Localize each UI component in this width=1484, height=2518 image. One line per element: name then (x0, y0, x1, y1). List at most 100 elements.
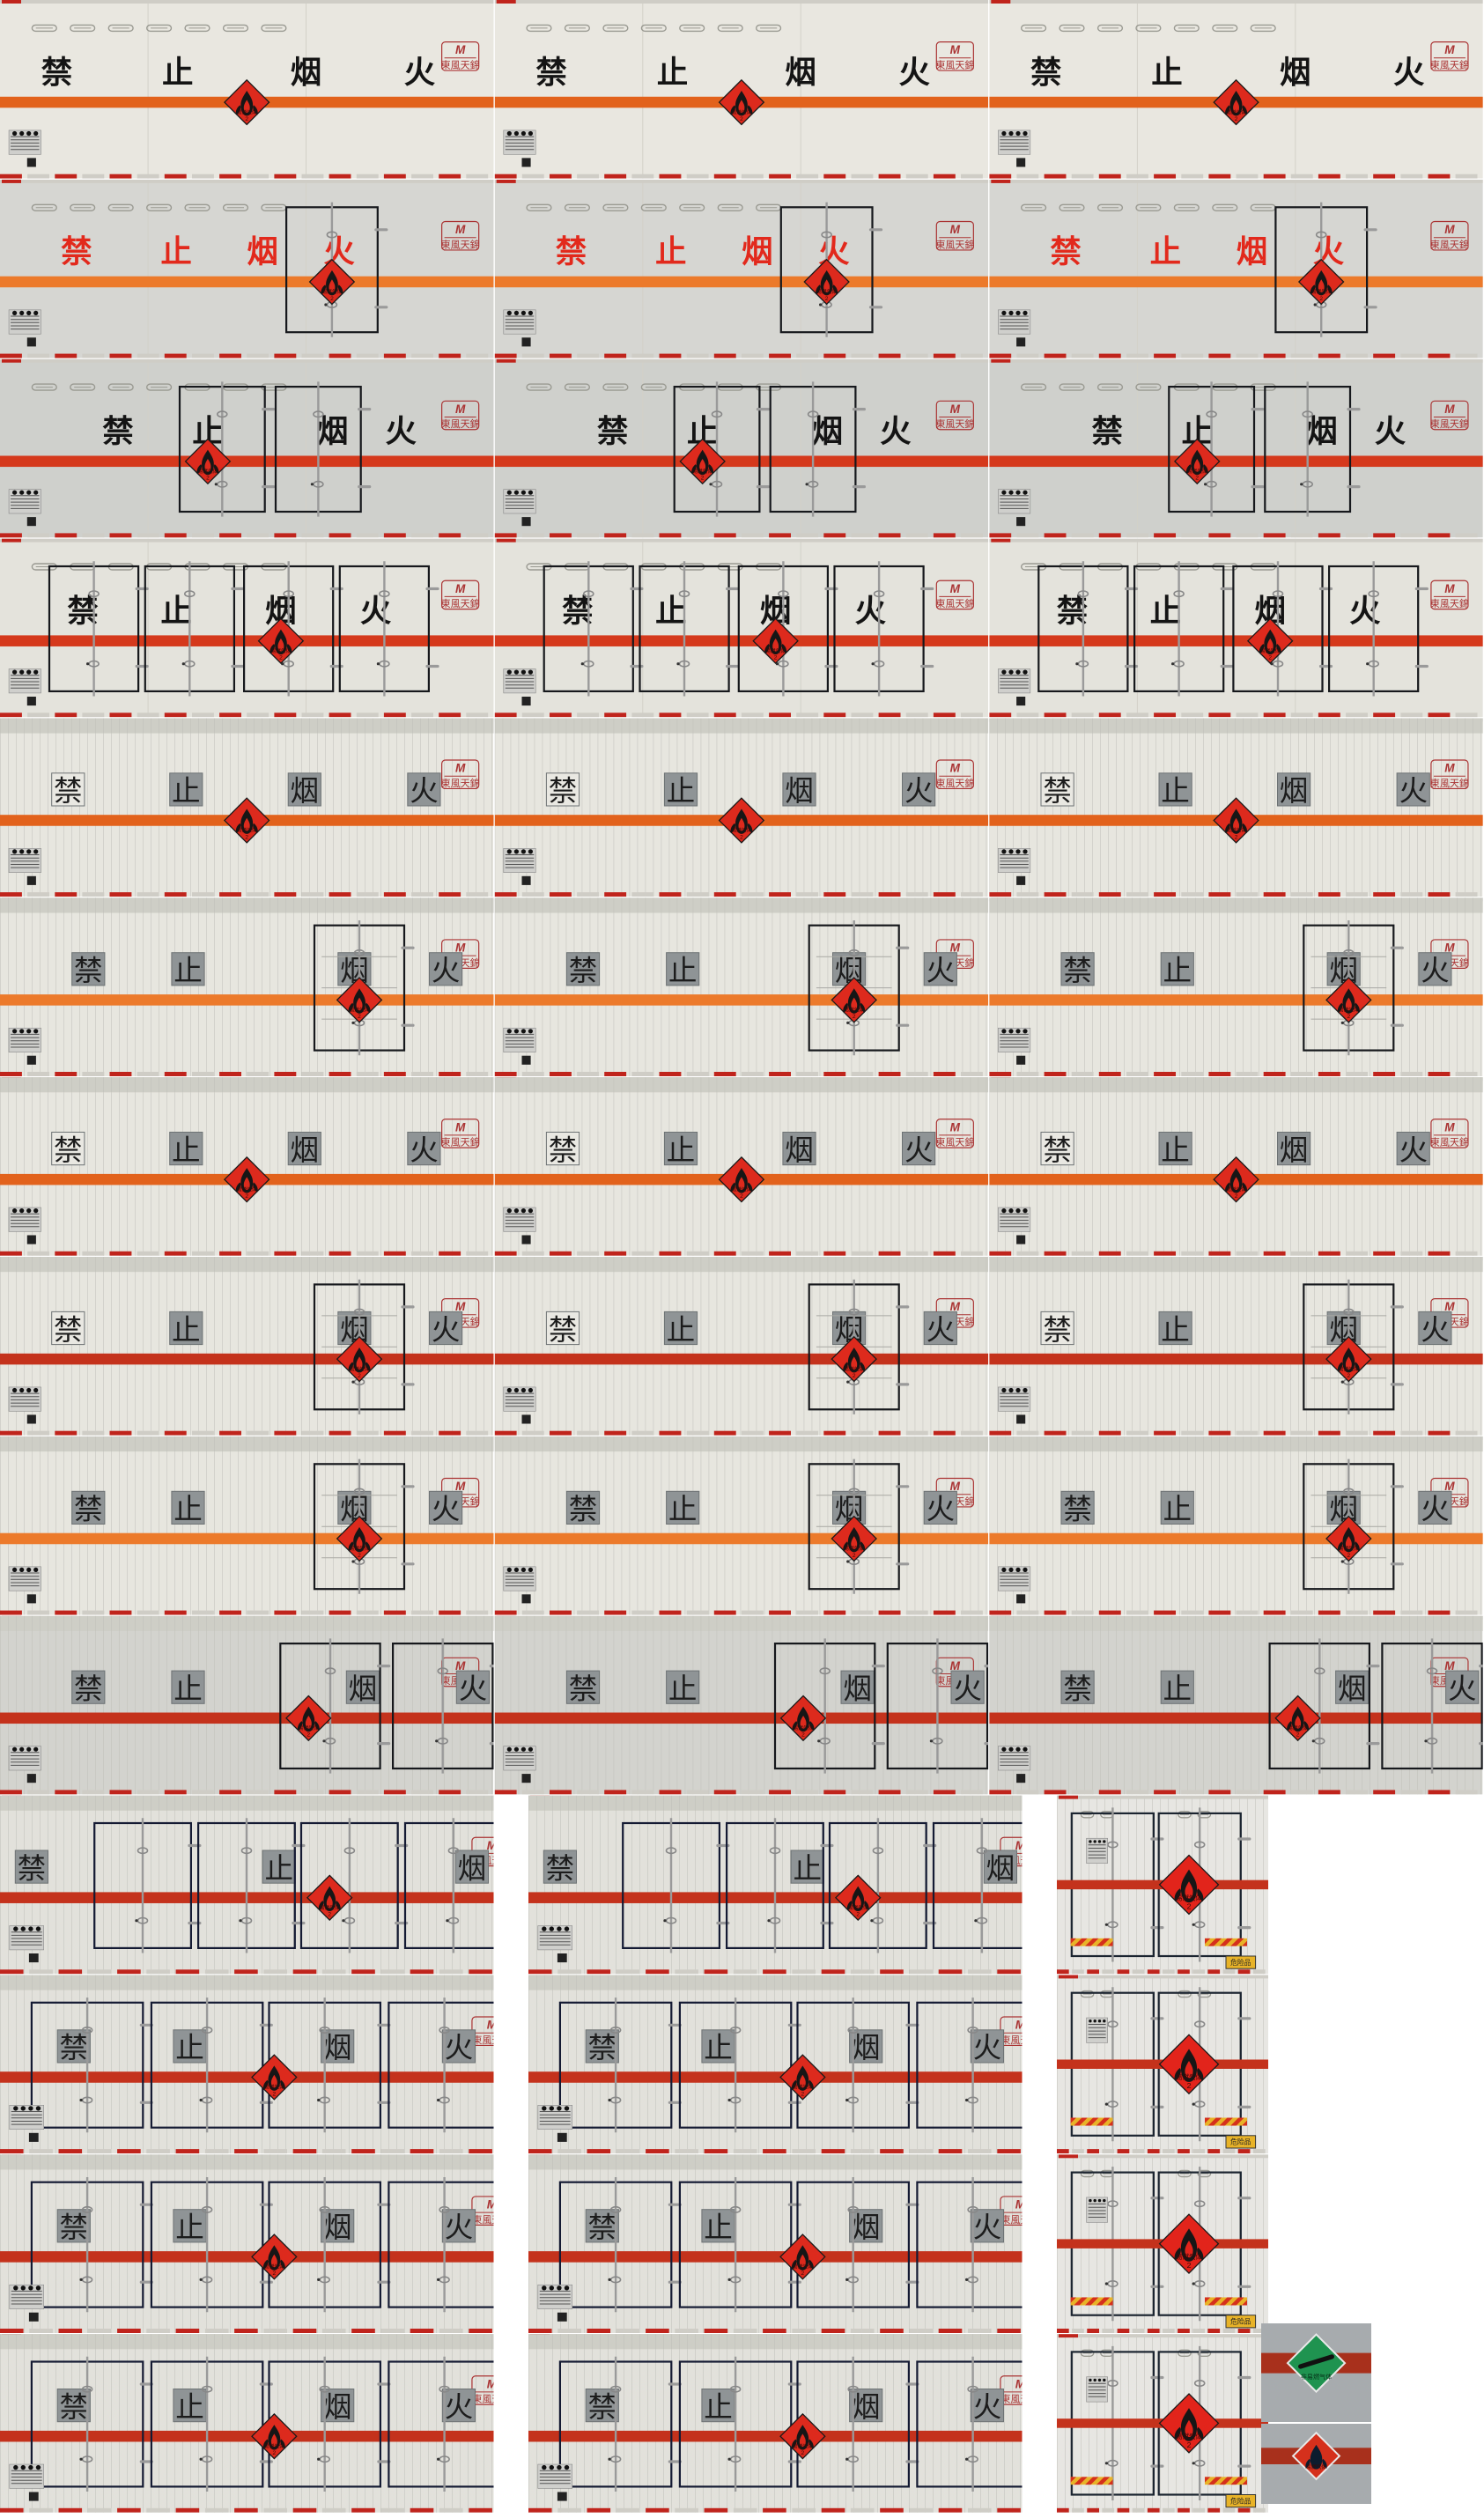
svg-text:東風天錦: 東風天錦 (441, 1136, 480, 1148)
svg-text:禁: 禁 (18, 1851, 47, 1884)
svg-text:易燃气体: 易燃气体 (848, 1904, 868, 1911)
svg-text:烟: 烟 (291, 55, 322, 90)
svg-text:易燃气体: 易燃气体 (322, 288, 343, 295)
svg-text:禁: 禁 (60, 2390, 89, 2423)
svg-text:禁: 禁 (1063, 1493, 1092, 1525)
svg-text:火: 火 (854, 593, 886, 628)
svg-text:易燃气体: 易燃气体 (320, 1904, 340, 1911)
svg-text:烟: 烟 (1338, 1673, 1367, 1705)
svg-text:M: M (455, 402, 466, 416)
svg-text:止: 止 (704, 2390, 733, 2423)
svg-text:易燃气体: 易燃气体 (1306, 2463, 1326, 2470)
svg-text:2: 2 (825, 296, 829, 302)
svg-text:易燃气体: 易燃气体 (237, 827, 257, 834)
svg-text:易燃气体: 易燃气体 (1176, 2073, 1202, 2081)
svg-text:禁: 禁 (61, 234, 92, 270)
svg-text:禁: 禁 (1050, 234, 1082, 270)
svg-text:烟: 烟 (852, 2031, 881, 2064)
svg-text:止: 止 (160, 593, 192, 628)
svg-text:東風天錦: 東風天錦 (935, 777, 974, 789)
svg-text:易燃气体: 易燃气体 (198, 468, 218, 475)
svg-text:火: 火 (445, 2390, 474, 2423)
svg-text:2: 2 (801, 2450, 805, 2456)
svg-text:烟: 烟 (835, 1493, 864, 1525)
svg-text:烟: 烟 (1280, 774, 1309, 807)
svg-text:易燃气体: 易燃气体 (1176, 2253, 1202, 2261)
svg-text:2: 2 (853, 1553, 856, 1559)
svg-text:東風天錦: 東風天錦 (1430, 58, 1469, 70)
svg-text:2: 2 (1187, 2261, 1192, 2270)
svg-text:易燃气体: 易燃气体 (1288, 1724, 1308, 1732)
svg-text:2: 2 (1235, 834, 1238, 840)
svg-text:東風天錦: 東風天錦 (441, 777, 480, 789)
svg-text:止: 止 (1150, 234, 1182, 270)
svg-text:止: 止 (1161, 1133, 1190, 1166)
svg-text:烟: 烟 (1306, 414, 1338, 449)
svg-text:易燃气体: 易燃气体 (845, 1365, 865, 1372)
svg-text:止: 止 (667, 774, 696, 807)
svg-text:火: 火 (404, 55, 436, 90)
svg-text:2: 2 (1319, 296, 1323, 302)
svg-text:東風天錦: 東風天錦 (441, 238, 480, 250)
svg-text:烟: 烟 (835, 1313, 864, 1346)
svg-text:烟: 烟 (843, 1673, 872, 1705)
svg-text:2: 2 (273, 2271, 277, 2277)
svg-text:火: 火 (1421, 1493, 1450, 1525)
svg-text:烟: 烟 (1280, 1133, 1309, 1166)
svg-text:火: 火 (953, 1673, 982, 1705)
svg-text:2: 2 (1235, 116, 1238, 122)
svg-text:禁: 禁 (74, 1493, 103, 1525)
svg-text:烟: 烟 (323, 2390, 352, 2423)
svg-text:止: 止 (1151, 55, 1183, 90)
svg-text:東風天錦: 東風天錦 (935, 1136, 974, 1148)
svg-text:禁: 禁 (588, 2031, 617, 2064)
svg-text:易燃气体: 易燃气体 (692, 468, 712, 475)
svg-text:火: 火 (432, 1493, 461, 1525)
svg-text:止: 止 (160, 234, 192, 270)
svg-text:止: 止 (162, 55, 194, 90)
svg-text:止: 止 (175, 2390, 204, 2423)
svg-text:禁: 禁 (569, 954, 598, 986)
svg-text:2: 2 (358, 1014, 361, 1020)
svg-text:烟: 烟 (458, 1851, 487, 1884)
svg-text:火: 火 (385, 414, 417, 449)
svg-text:易燃气体: 易燃气体 (794, 1724, 814, 1732)
svg-text:禁: 禁 (535, 55, 567, 90)
svg-text:2: 2 (328, 1911, 331, 1917)
svg-text:東風天錦: 東風天錦 (441, 417, 480, 430)
svg-text:易燃气体: 易燃气体 (793, 2442, 813, 2449)
svg-text:止: 止 (174, 954, 203, 986)
svg-text:火: 火 (1349, 593, 1381, 628)
svg-text:烟: 烟 (291, 774, 320, 807)
svg-text:烟: 烟 (835, 954, 864, 986)
svg-text:2: 2 (358, 1553, 361, 1559)
svg-text:易燃气体: 易燃气体 (793, 2263, 813, 2271)
svg-text:M: M (950, 43, 961, 56)
svg-text:烟: 烟 (1237, 234, 1268, 270)
svg-text:禁: 禁 (588, 2390, 617, 2423)
svg-text:2: 2 (245, 116, 248, 122)
svg-text:2: 2 (1268, 654, 1272, 661)
svg-text:M: M (950, 402, 961, 416)
svg-text:2: 2 (279, 654, 283, 661)
svg-text:止: 止 (1163, 1493, 1192, 1525)
svg-text:禁: 禁 (41, 55, 73, 90)
svg-text:火: 火 (1393, 55, 1425, 90)
svg-text:易燃气体: 易燃气体 (732, 108, 752, 115)
svg-text:烟: 烟 (340, 1493, 369, 1525)
svg-text:火: 火 (880, 414, 912, 449)
svg-text:止: 止 (1150, 593, 1182, 628)
svg-text:火: 火 (898, 55, 930, 90)
svg-text:烟: 烟 (349, 1673, 378, 1705)
svg-text:火: 火 (410, 1133, 439, 1166)
svg-text:火: 火 (927, 1493, 956, 1525)
svg-text:M: M (1444, 223, 1455, 236)
svg-text:2: 2 (245, 834, 248, 840)
svg-text:易燃气体: 易燃气体 (1226, 108, 1246, 115)
svg-text:火: 火 (459, 1673, 488, 1705)
svg-text:2: 2 (1296, 1732, 1300, 1739)
svg-text:止: 止 (172, 1313, 201, 1346)
svg-text:火: 火 (360, 593, 392, 628)
svg-text:禁: 禁 (60, 2031, 89, 2064)
svg-text:烟: 烟 (852, 2211, 881, 2243)
